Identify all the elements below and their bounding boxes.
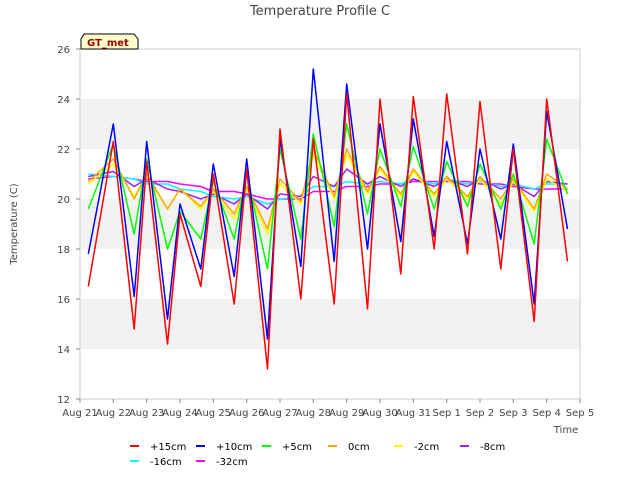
x-tick-label: Sep 4 <box>532 408 560 419</box>
x-tick-label: Aug 23 <box>129 408 164 419</box>
y-tick-label: 26 <box>57 45 70 56</box>
x-tick-label: Aug 26 <box>229 408 264 419</box>
annotation-box: GT_met <box>80 33 139 50</box>
annotation-label: GT_met <box>87 38 129 49</box>
x-tick-label: Sep 5 <box>566 408 594 419</box>
series-line <box>88 168 568 210</box>
legend-label: -16cm <box>150 457 182 468</box>
x-tick-label: Aug 29 <box>329 408 364 419</box>
x-axis-label: Time <box>553 425 578 436</box>
y-axis: 12 14 16 18 20 22 24 26 <box>57 45 80 406</box>
y-tick-label: 12 <box>57 395 70 406</box>
legend-label: 0cm <box>348 442 370 453</box>
y-tick-label: 20 <box>57 195 70 206</box>
x-tick-label: Aug 25 <box>196 408 231 419</box>
x-tick-label: Aug 28 <box>296 408 331 419</box>
y-tick-label: 22 <box>57 145 70 156</box>
grid-band <box>80 299 580 349</box>
x-tick-label: Sep 3 <box>499 408 527 419</box>
grid-band <box>80 99 580 149</box>
series-line <box>87 68 569 340</box>
x-tick-label: Sep 1 <box>432 408 460 419</box>
x-tick-label: Aug 27 <box>262 408 297 419</box>
series-line <box>87 93 569 370</box>
y-tick-label: 16 <box>57 295 70 306</box>
legend-label: +5cm <box>282 442 312 453</box>
legend-label: +15cm <box>150 442 186 453</box>
plot-frame <box>79 48 581 400</box>
grid-band <box>80 49 580 99</box>
grid-band <box>80 349 580 399</box>
legend-label: -2cm <box>414 442 439 453</box>
x-tick-label: Aug 22 <box>96 408 131 419</box>
series-line <box>87 148 568 230</box>
x-tick-label: Aug 21 <box>62 408 97 419</box>
y-tick-label: 14 <box>57 345 70 356</box>
y-tick-label: 24 <box>57 95 70 106</box>
x-tick-label: Aug 31 <box>396 408 431 419</box>
legend-label: +10cm <box>216 442 252 453</box>
x-tick-label: Sep 2 <box>466 408 494 419</box>
y-tick-label: 18 <box>57 245 70 256</box>
x-tick-label: Aug 24 <box>162 408 197 419</box>
series-lines <box>87 68 569 370</box>
x-tick-label: Aug 30 <box>362 408 397 419</box>
chart-title: Temperature Profile C <box>249 4 390 19</box>
y-axis-label: Temperature (C) <box>9 183 20 265</box>
legend: +15cm +10cm +5cm 0cm -2cm -8cm -16cm -32cm <box>130 442 505 468</box>
legend-label: -32cm <box>216 457 248 468</box>
annotation-box-shape <box>80 33 139 50</box>
legend-label: -8cm <box>480 442 505 453</box>
